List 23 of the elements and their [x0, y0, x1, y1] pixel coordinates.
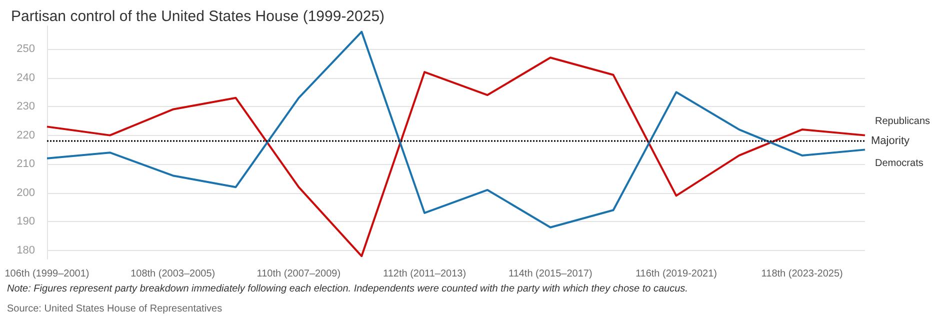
line-series	[46, 30, 866, 228]
chart-title: Partisan control of the United States House (1999-2025)	[11, 8, 385, 25]
x-tick-label: 106th (1999–2001)	[4, 268, 90, 280]
x-tick-label: 110th (2007–2009)	[256, 268, 341, 280]
y-tick-label: 220	[16, 129, 35, 142]
y-tick-label: 230	[16, 100, 35, 113]
y-tick-label: 210	[16, 158, 35, 170]
line-series	[46, 56, 866, 258]
y-tick-label: 250	[16, 43, 35, 56]
y-tick-label: 190	[16, 216, 35, 228]
x-tick-label: 114th (2015–2017)	[508, 268, 592, 280]
series-label: Republicans	[875, 116, 930, 127]
y-tick-label: 240	[16, 72, 35, 84]
ref-line-label: Majority	[871, 135, 910, 148]
x-tick-label: 116th (2019-2021)	[635, 268, 718, 280]
source-note: Source: United States House of Representatives	[7, 304, 222, 314]
x-tick-label: 112th (2011–2013)	[383, 268, 466, 280]
x-tick-label: 118th (2023-2025)	[761, 268, 843, 280]
y-tick-label: 180	[16, 244, 35, 256]
y-tick-label: 200	[16, 186, 35, 199]
text: Note: Figures represent party breakdown immediately following each election. Independents were counted with the party with which they chose to caucus.	[7, 284, 688, 294]
series-label: Democrats	[875, 158, 924, 170]
x-tick-label: 108th (2003–2005)	[130, 268, 216, 280]
